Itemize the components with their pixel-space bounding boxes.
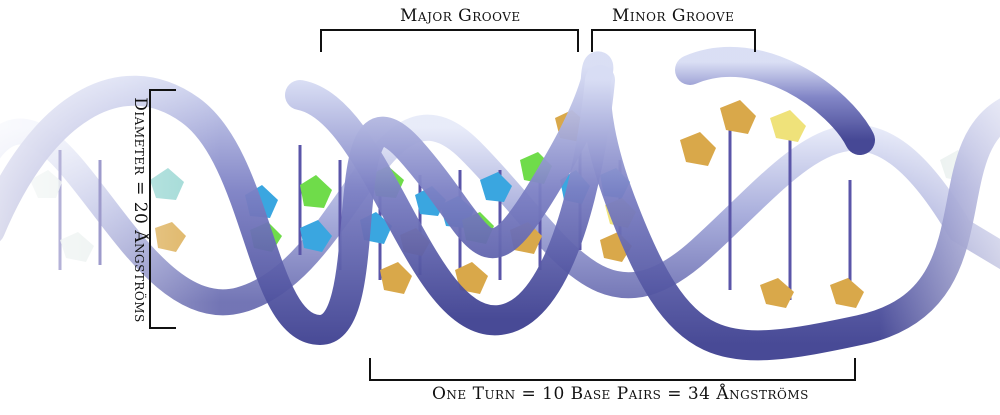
major-groove-label: Major Groove [400, 6, 521, 26]
major-groove-bracket [320, 29, 579, 52]
minor-groove-bracket [591, 29, 756, 52]
diameter-label: Diameter = 20 Ångströms [130, 97, 150, 323]
diameter-bracket [149, 89, 176, 329]
one-turn-label: One Turn = 10 Base Pairs = 34 Ångströms [432, 384, 809, 404]
minor-groove-label: Minor Groove [612, 6, 735, 26]
one-turn-bracket [369, 358, 856, 381]
